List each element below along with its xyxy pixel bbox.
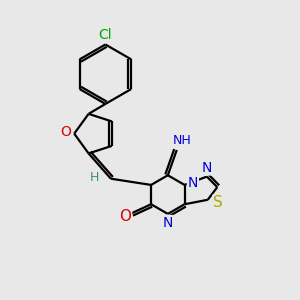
Text: N: N	[202, 161, 212, 175]
Text: O: O	[60, 125, 71, 139]
Text: N: N	[163, 216, 173, 230]
Text: S: S	[213, 195, 223, 210]
Text: N: N	[188, 176, 198, 190]
Text: Cl: Cl	[99, 28, 112, 42]
Text: NH: NH	[173, 134, 191, 147]
Text: H: H	[90, 171, 99, 184]
Text: O: O	[119, 208, 131, 224]
